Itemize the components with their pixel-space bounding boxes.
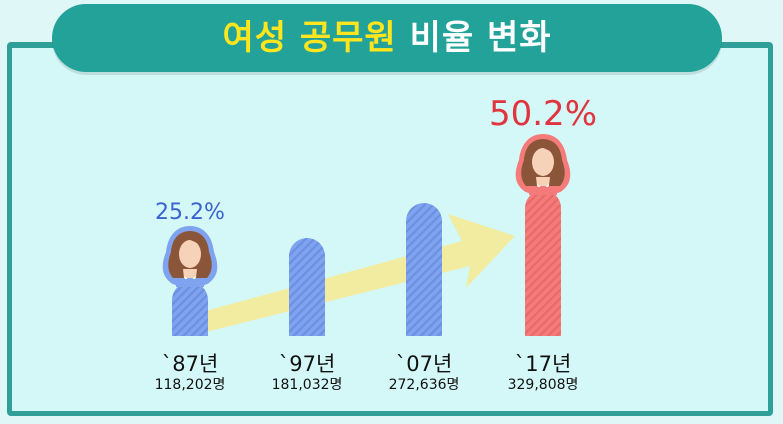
trend-arrow-shape bbox=[198, 214, 515, 334]
value-label: 118,202명 bbox=[154, 377, 226, 393]
bar-2 bbox=[406, 203, 442, 336]
title-highlight: 여성 공무원 bbox=[222, 18, 397, 58]
woman-avatar-icon bbox=[162, 226, 218, 287]
bars bbox=[172, 190, 561, 336]
title-rest: 비율 변화 bbox=[409, 18, 552, 58]
value-label: 181,032명 bbox=[271, 377, 343, 393]
trend-arrow bbox=[198, 214, 515, 334]
category-label: `07년 bbox=[395, 352, 453, 376]
value-label: 329,808명 bbox=[507, 377, 579, 393]
percent-label: 25.2% bbox=[155, 200, 225, 225]
bar-0 bbox=[172, 282, 208, 336]
avatars bbox=[162, 134, 571, 287]
category-label: `17년 bbox=[514, 352, 572, 376]
category-label: `97년 bbox=[278, 352, 336, 376]
bar-1 bbox=[289, 238, 325, 336]
category-label: `87년 bbox=[161, 352, 219, 376]
title-banner: 여성 공무원 비율 변화 bbox=[52, 4, 722, 72]
page-title: 여성 공무원 비율 변화 bbox=[52, 4, 722, 72]
value-label: 272,636명 bbox=[388, 377, 460, 393]
woman-avatar-icon bbox=[515, 134, 571, 195]
percent-label: 50.2% bbox=[488, 94, 597, 134]
bar-3 bbox=[525, 190, 561, 336]
